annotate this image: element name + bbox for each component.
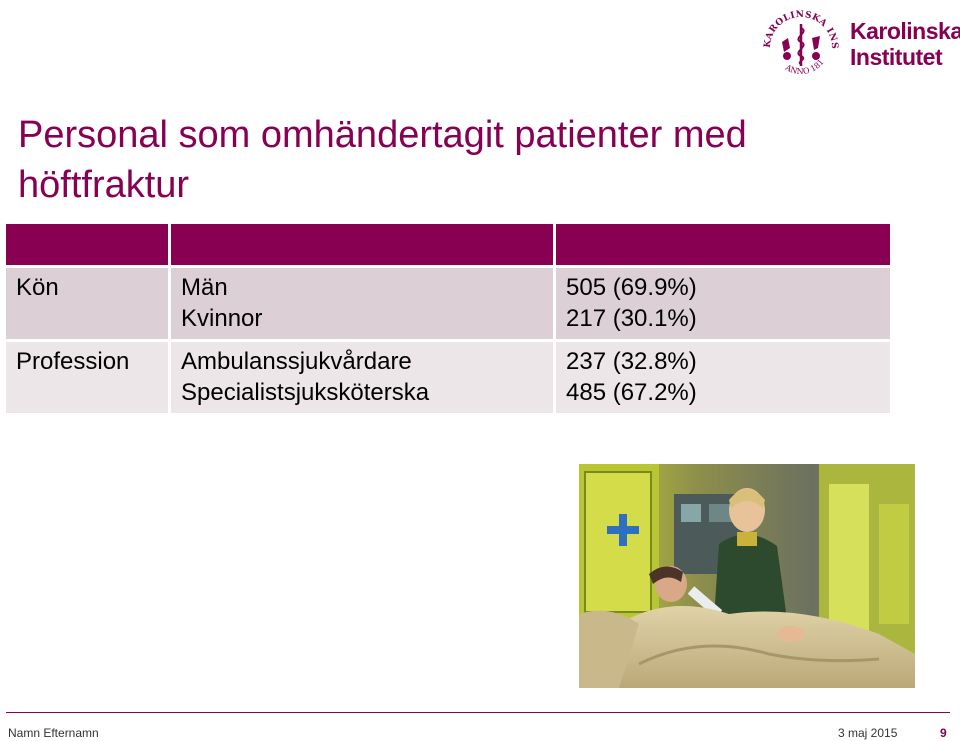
footer-divider xyxy=(6,712,950,713)
row-value: 505 (69.9%) xyxy=(566,274,697,301)
karolinska-seal-icon: KAROLINSKA INSTITUTET ANNO 1810 xyxy=(760,4,839,76)
table-header-cell xyxy=(171,224,556,268)
ambulance-photo xyxy=(579,464,915,688)
row-value: 217 (30.1%) xyxy=(566,305,697,332)
footer-page-number: 9 xyxy=(940,726,947,740)
table-header-cell xyxy=(556,224,890,268)
footer-date: 3 maj 2015 xyxy=(838,726,898,740)
slide-title: Personal som omhändertagit patienter med… xyxy=(18,114,747,206)
row-items: Ambulanssjukvårdare Specialistsjuksköter… xyxy=(171,342,556,416)
row-item: Män xyxy=(181,274,228,301)
row-value: 485 (67.2%) xyxy=(566,379,697,406)
table-row: Kön Män Kvinnor 505 (69.9%) 217 (30.1%) xyxy=(6,268,890,342)
svg-text:KAROLINSKA INSTITUTET: KAROLINSKA INSTITUTET xyxy=(760,4,839,50)
footer-author: Namn Efternamn xyxy=(8,726,99,740)
row-item: Kvinnor xyxy=(181,305,263,332)
karolinska-logo: KAROLINSKA INSTITUTET ANNO 1810 Karolins… xyxy=(760,4,960,84)
table-header-row xyxy=(6,224,890,268)
row-item: Specialistsjuksköterska xyxy=(181,379,430,406)
table-row: Profession Ambulanssjukvårdare Specialis… xyxy=(6,342,890,416)
table-header-cell xyxy=(6,224,171,268)
row-items: Män Kvinnor xyxy=(171,268,556,342)
row-value: 237 (32.8%) xyxy=(566,348,697,375)
ambulance-scene-image xyxy=(579,464,915,688)
row-label: Profession xyxy=(6,342,171,416)
row-label: Kön xyxy=(6,268,171,342)
data-table: Kön Män Kvinnor 505 (69.9%) 217 (30.1%) … xyxy=(6,224,890,416)
row-item: Ambulanssjukvårdare xyxy=(181,348,412,375)
row-values: 505 (69.9%) 217 (30.1%) xyxy=(556,268,890,342)
row-values: 237 (32.8%) 485 (67.2%) xyxy=(556,342,890,416)
brand-line-1: Karolinska xyxy=(850,18,960,44)
brand-name: Karolinska Institutet xyxy=(850,18,960,70)
brand-line-2: Institutet xyxy=(850,44,943,70)
